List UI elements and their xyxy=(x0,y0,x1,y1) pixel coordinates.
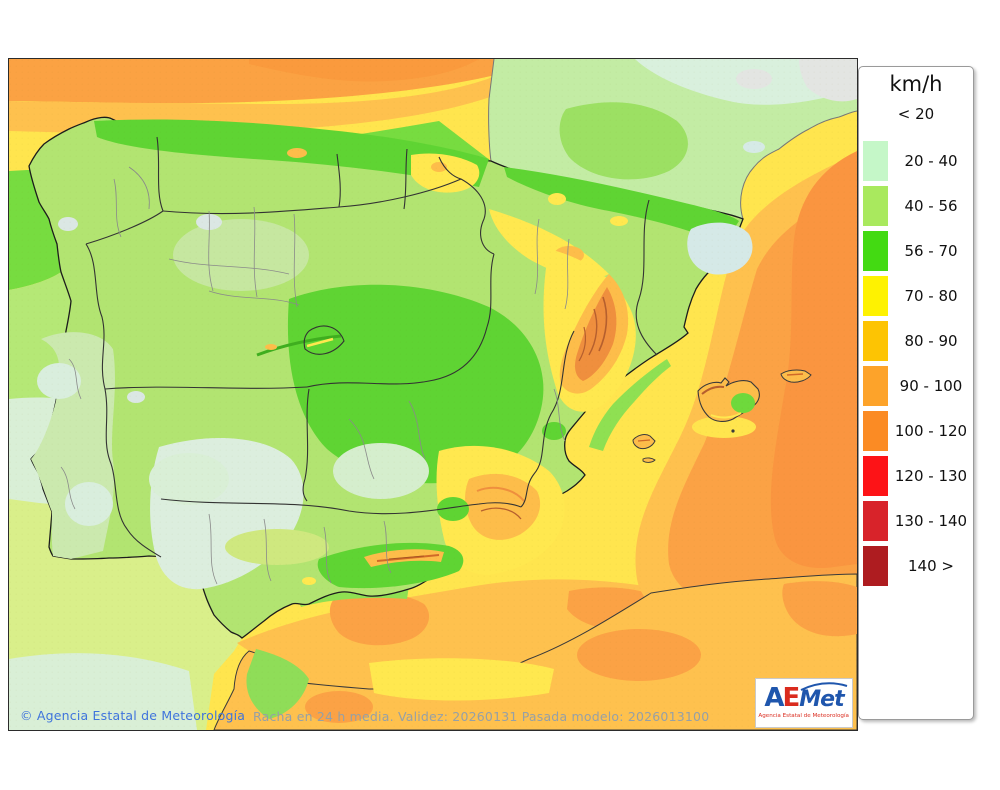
legend-swatch xyxy=(863,366,888,406)
legend-swatch xyxy=(863,456,888,496)
legend-entry: 56 - 70 xyxy=(859,231,973,271)
legend-label: 56 - 70 xyxy=(904,242,958,260)
aemet-logo-met: Met xyxy=(799,687,844,712)
aemet-logo-e: E xyxy=(782,683,801,713)
legend-entry: 100 - 120 xyxy=(859,411,973,451)
legend-entry: 70 - 80 xyxy=(859,276,973,316)
legend-entry: 40 - 56 xyxy=(859,186,973,226)
legend-swatch xyxy=(863,276,888,316)
legend-label: 140 > xyxy=(908,557,954,575)
legend-label: 20 - 40 xyxy=(904,152,958,170)
copyright-text: © Agencia Estatal de Meteorología xyxy=(20,708,246,723)
legend-label: 130 - 140 xyxy=(894,512,968,530)
legend-swatch xyxy=(863,321,888,361)
aemet-swoosh-icon xyxy=(800,682,847,691)
legend-entry: 140 > xyxy=(859,546,973,586)
stipple-texture xyxy=(9,59,857,730)
legend-swatch xyxy=(863,141,888,181)
map-frame xyxy=(8,58,858,731)
legend-label: 100 - 120 xyxy=(894,422,968,440)
aemet-logo: A E Met Agencia Estatal de Meteorología xyxy=(755,678,853,728)
legend-swatch xyxy=(863,546,888,586)
aemet-logo-a: A xyxy=(764,683,784,713)
legend-entry: 130 - 140 xyxy=(859,501,973,541)
legend-label: 90 - 100 xyxy=(899,377,963,395)
aemet-logo-subtitle: Agencia Estatal de Meteorología xyxy=(758,712,850,719)
legend-swatch xyxy=(863,411,888,451)
legend-entry: 90 - 100 xyxy=(859,366,973,406)
iberia-wind-gust-map xyxy=(9,59,857,730)
model-info-text: Racha en 24 h media. Validez: 20260131 P… xyxy=(253,709,710,724)
aemet-logo-wordmark: A E Met xyxy=(764,682,847,713)
legend-entry: 120 - 130 xyxy=(859,456,973,496)
legend-label: 40 - 56 xyxy=(904,197,958,215)
legend-entry: 80 - 90 xyxy=(859,321,973,361)
legend-swatch xyxy=(863,231,888,271)
legend-entry: 20 - 40 xyxy=(859,141,973,181)
legend-label: 80 - 90 xyxy=(904,332,958,350)
legend-label-below-20: < 20 xyxy=(897,105,935,123)
legend-title: km/h xyxy=(889,72,943,96)
legend-label: 120 - 130 xyxy=(894,467,968,485)
legend-swatch xyxy=(863,501,888,541)
legend-swatch xyxy=(863,186,888,226)
legend-label: 70 - 80 xyxy=(904,287,958,305)
legend-panel: km/h < 20 20 - 40 40 - 56 56 - 70 70 - 80 80… xyxy=(858,66,974,720)
